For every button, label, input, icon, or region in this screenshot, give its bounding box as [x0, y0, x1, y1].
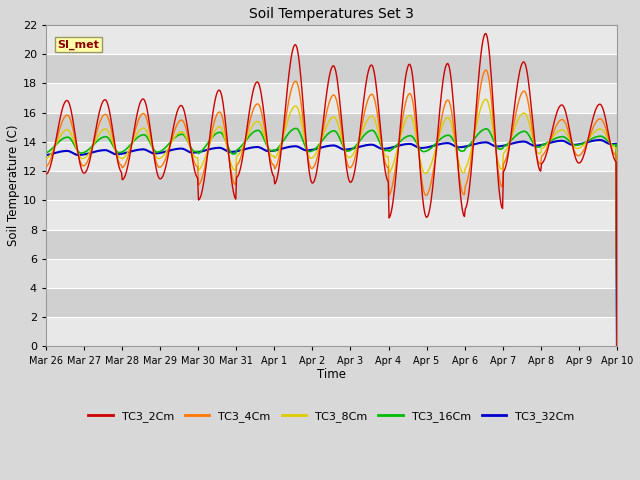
Bar	[46, 84, 617, 113]
Y-axis label: Soil Temperature (C): Soil Temperature (C)	[7, 125, 20, 246]
Bar	[46, 142, 617, 171]
X-axis label: Time: Time	[317, 368, 346, 381]
Bar	[46, 54, 617, 84]
Bar	[46, 171, 617, 200]
Bar	[46, 113, 617, 142]
Title: Soil Temperatures Set 3: Soil Temperatures Set 3	[249, 7, 414, 21]
Bar	[46, 317, 617, 347]
Bar	[46, 229, 617, 259]
Legend: TC3_2Cm, TC3_4Cm, TC3_8Cm, TC3_16Cm, TC3_32Cm: TC3_2Cm, TC3_4Cm, TC3_8Cm, TC3_16Cm, TC3…	[84, 407, 579, 427]
Text: SI_met: SI_met	[58, 39, 99, 49]
Bar	[46, 25, 617, 54]
Bar	[46, 259, 617, 288]
Bar	[46, 288, 617, 317]
Bar	[46, 200, 617, 229]
